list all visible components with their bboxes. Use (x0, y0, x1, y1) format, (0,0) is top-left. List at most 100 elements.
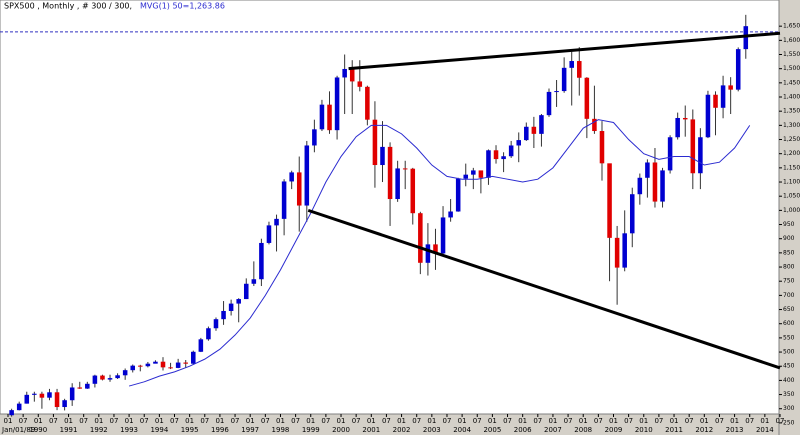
candle-body (433, 244, 438, 254)
x-tick-label: 07 (109, 417, 118, 425)
x-tick-label: 01 (548, 417, 557, 425)
candle-body (599, 131, 605, 164)
year-label: 1994 (150, 426, 168, 434)
candle-body (425, 244, 431, 263)
x-tick-label: 07 (564, 417, 573, 425)
y-tick-label: 1,500 (783, 65, 800, 72)
year-label: 1995 (181, 426, 199, 434)
x-tick-label: 07 (170, 417, 179, 425)
y-tick-label: 650 (783, 306, 795, 313)
candle-body (39, 393, 45, 398)
candle-body (296, 172, 302, 206)
trend-line (307, 208, 781, 370)
candle-body (122, 370, 128, 376)
candle-body (145, 363, 151, 367)
candle-body (418, 213, 423, 263)
x-tick-label: 07 (382, 417, 391, 425)
y-tick-label: 800 (783, 264, 795, 271)
y-tick-label: 1,450 (783, 79, 800, 86)
y-tick-label: 250 (783, 419, 795, 426)
y-tick-label: 950 (783, 221, 795, 228)
candle-body (160, 361, 166, 368)
x-tick-label: 07 (533, 417, 542, 425)
x-tick-label: 01 (155, 417, 164, 425)
candle-body (236, 299, 241, 304)
y-tick-label: 1,000 (783, 207, 800, 214)
candle-body (561, 67, 567, 92)
candle-body (667, 137, 673, 171)
year-label: 2007 (544, 426, 562, 434)
x-tick-label: 01 (94, 417, 103, 425)
x-tick-label: 01 (670, 417, 679, 425)
candle-body (153, 361, 158, 364)
candle-body (448, 211, 453, 218)
year-label: 2008 (574, 426, 592, 434)
chart-title: SPX500 , Monthly , # 300 / 300, (4, 2, 132, 11)
x-tick-label: 01 (427, 417, 436, 425)
year-label: 2009 (605, 426, 623, 434)
year-label: 2005 (483, 426, 501, 434)
year-label: 1999 (302, 426, 320, 434)
candle-body (183, 362, 188, 364)
candle-body (614, 237, 620, 268)
candle-body (584, 77, 590, 119)
year-label: 1997 (241, 426, 259, 434)
candle-body (380, 146, 385, 166)
candle-body (342, 68, 347, 78)
y-tick-label: 1,300 (783, 122, 800, 129)
x-tick-label: 07 (19, 417, 28, 425)
candle-body (629, 194, 635, 234)
candle-body (645, 162, 650, 178)
candle-body (455, 178, 461, 212)
x-tick-label: 01 (4, 417, 13, 425)
candle-body (554, 91, 559, 93)
x-tick-label: 01 (125, 417, 134, 425)
candle-body (319, 104, 325, 130)
candle-body (327, 104, 332, 131)
x-tick-label: 01 (458, 417, 467, 425)
candle-body (47, 392, 52, 398)
candle-body (191, 351, 196, 364)
x-tick-label: 01 (488, 417, 497, 425)
candle-body (77, 387, 83, 389)
x-tick-label: 01 (609, 417, 618, 425)
candle-body (138, 365, 143, 367)
candle-body (402, 168, 408, 170)
candle-body (478, 170, 484, 178)
year-label: 2012 (695, 426, 713, 434)
candle-body (304, 145, 310, 206)
year-label: 1998 (272, 426, 290, 434)
candle-body (660, 170, 665, 202)
year-label: 2006 (514, 426, 532, 434)
candle-body (675, 117, 680, 138)
candle-body (652, 162, 658, 202)
y-tick-label: 1,250 (783, 136, 800, 143)
year-label: 1993 (120, 426, 138, 434)
x-tick-label: 07 (715, 417, 724, 425)
x-tick-label: 01 (700, 417, 709, 425)
candle-body (501, 156, 506, 160)
x-tick-label: 01 (185, 417, 194, 425)
x-tick-label: 07 (685, 417, 694, 425)
x-tick-label: 07 (503, 417, 512, 425)
x-tick-label: 01 (367, 417, 376, 425)
candle-body (743, 26, 749, 50)
candle-body (259, 242, 264, 280)
x-tick-label: 07 (79, 417, 88, 425)
candle-body (607, 163, 612, 238)
x-tick-label: 01 (64, 417, 73, 425)
candle-body (577, 61, 582, 78)
candle-body (9, 410, 14, 416)
candle-body (168, 367, 173, 369)
candle-body (213, 319, 219, 329)
candle-body (698, 137, 703, 174)
candle-body (243, 283, 249, 300)
candle-body (115, 375, 120, 379)
year-label: 2013 (726, 426, 744, 434)
y-tick-label: 1,550 (783, 51, 800, 58)
candle-body (198, 339, 204, 352)
y-tick-label: 450 (783, 363, 795, 370)
year-label: 2014 (756, 426, 774, 434)
x-tick-label: 07 (231, 417, 240, 425)
year-label: Jan/01/89 (1, 426, 35, 434)
